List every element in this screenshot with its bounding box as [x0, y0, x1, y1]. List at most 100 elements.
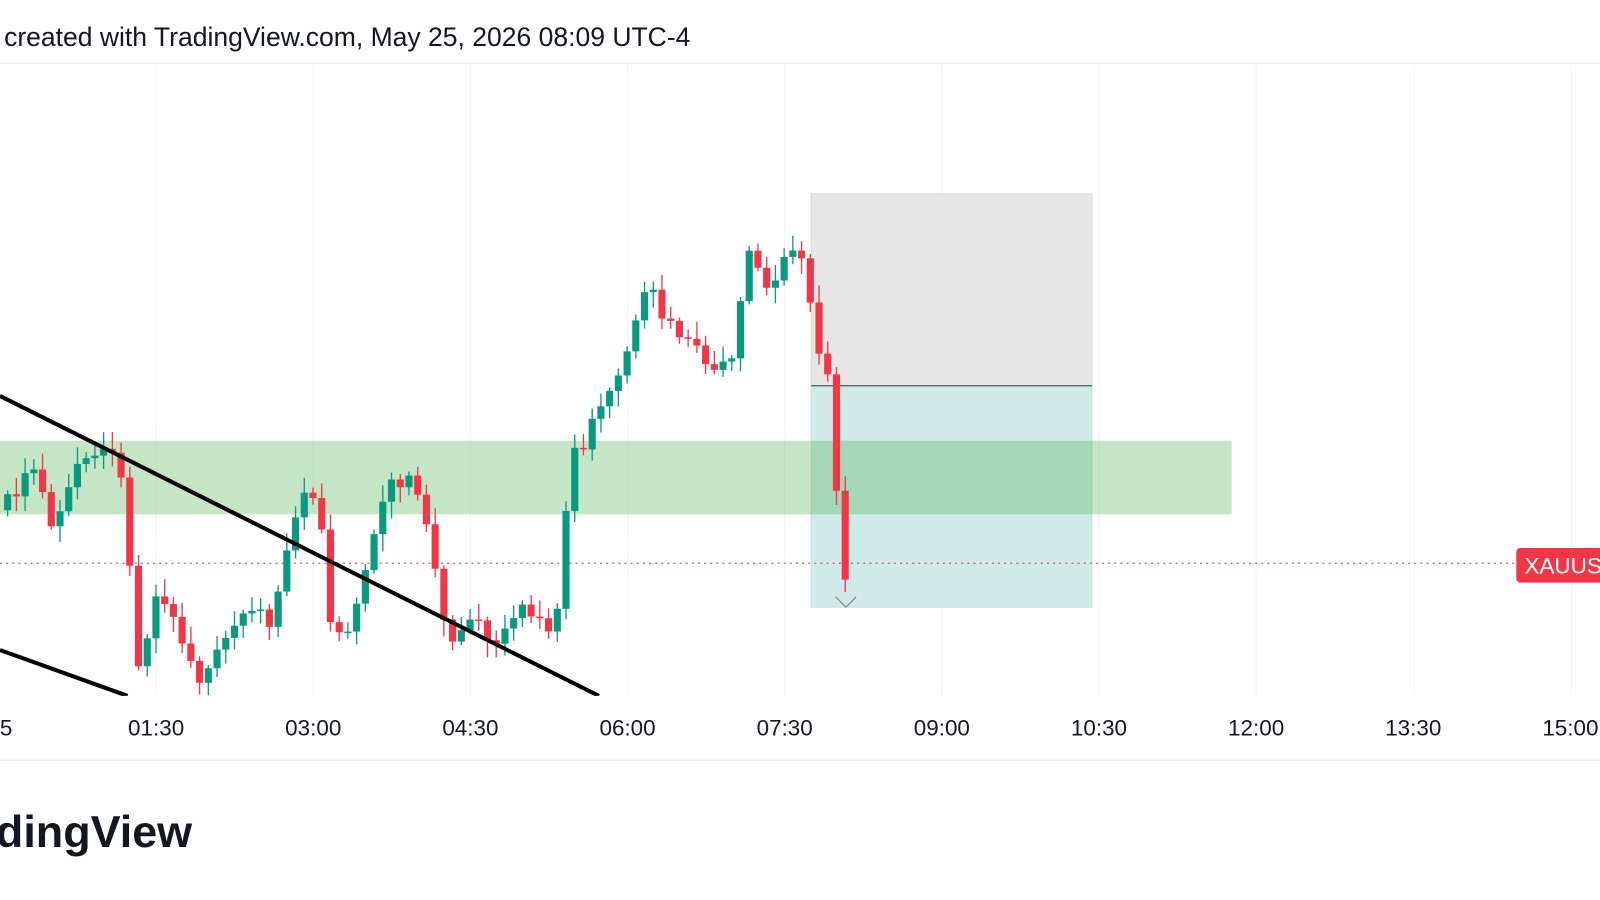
- candle-body: [4, 494, 12, 511]
- chart-pane: [0, 64, 1572, 696]
- candle-body: [248, 610, 256, 614]
- candle-body: [30, 469, 38, 474]
- price-badge: [1516, 547, 1600, 583]
- candle-body: [710, 364, 718, 370]
- candle-body: [196, 660, 204, 683]
- candle-body: [100, 448, 108, 456]
- candle-body: [326, 529, 335, 623]
- logo: dingView: [0, 806, 192, 857]
- candle-body: [614, 375, 622, 391]
- candle-body: [588, 418, 596, 450]
- trend-line: [0, 394, 600, 696]
- time-label: 06:00: [599, 716, 655, 741]
- candle-body: [527, 604, 535, 617]
- candle-body: [161, 596, 169, 604]
- candle-body: [309, 492, 317, 499]
- candle-body: [396, 479, 404, 488]
- support-zone: [0, 440, 1232, 515]
- candle-body: [38, 469, 47, 493]
- candle-body: [798, 250, 806, 259]
- candle-body: [571, 447, 579, 511]
- candle-body: [492, 640, 500, 644]
- candle-body: [230, 625, 239, 638]
- candle-body: [283, 550, 291, 592]
- candle-body: [649, 289, 657, 293]
- candle-body: [545, 618, 553, 632]
- candle-body: [73, 463, 82, 488]
- time-label: 13:30: [1385, 716, 1441, 741]
- candle-body: [510, 618, 518, 629]
- candle-body: [824, 353, 832, 375]
- candle-body: [466, 619, 474, 631]
- trend-line: [0, 648, 129, 696]
- candle-body: [187, 643, 195, 661]
- header-text: created with TradingView.com, May 25, 20…: [4, 22, 690, 52]
- candle-body: [47, 492, 55, 527]
- candle-body: [56, 511, 64, 527]
- candle-body: [763, 267, 771, 288]
- grid: [155, 64, 1572, 696]
- time-label: 10:30: [1071, 716, 1127, 741]
- candle-body: [440, 568, 448, 620]
- candle-body: [134, 565, 143, 667]
- stop-zone: [810, 193, 1093, 387]
- candle-body: [274, 591, 282, 627]
- candle-body: [117, 452, 125, 478]
- candle-body: [702, 345, 710, 365]
- candle-body: [719, 361, 727, 370]
- candle-body: [126, 477, 134, 566]
- candle-body: [344, 631, 352, 634]
- price-badge-text: XAUUS: [1524, 553, 1600, 578]
- candle-body: [91, 455, 99, 459]
- candle-body: [658, 289, 666, 319]
- candle-body: [640, 292, 649, 321]
- candle-body: [693, 338, 701, 346]
- candle-body: [780, 256, 788, 281]
- candle-body: [265, 609, 273, 627]
- candle-body: [501, 628, 509, 644]
- candle-body: [736, 301, 745, 359]
- candle-body: [457, 630, 465, 642]
- time-label: 12:00: [1228, 716, 1284, 741]
- candle-body: [143, 638, 151, 667]
- candle-body: [300, 492, 308, 518]
- candles: [4, 235, 849, 696]
- candle-body: [754, 250, 762, 268]
- candle-body: [222, 637, 230, 650]
- candle-body: [518, 604, 526, 619]
- candle-body: [728, 358, 736, 362]
- candle-body: [291, 517, 300, 551]
- candle-body: [169, 603, 177, 617]
- candle-body: [387, 479, 396, 502]
- candle-body: [806, 258, 814, 303]
- candle-body: [675, 320, 684, 338]
- time-label: 03:00: [285, 716, 341, 741]
- candle-body: [623, 351, 631, 376]
- candle-body: [82, 458, 90, 464]
- candle-body: [667, 318, 675, 321]
- time-label: 15:00: [1542, 716, 1598, 741]
- candle-body: [449, 619, 457, 642]
- candle-body: [178, 616, 186, 644]
- candle-body: [771, 280, 779, 288]
- candle-body: [553, 608, 561, 632]
- time-label: 5: [0, 716, 12, 741]
- arrow: [835, 596, 857, 609]
- time-label: 07:30: [757, 716, 813, 741]
- time-label: 09:00: [914, 716, 970, 741]
- candle-body: [204, 668, 212, 683]
- candle-body: [405, 475, 413, 488]
- candle-body: [21, 473, 29, 497]
- candle-body: [475, 619, 483, 622]
- time-label: 01:30: [128, 716, 184, 741]
- candle-body: [370, 534, 378, 571]
- candle-body: [65, 487, 73, 512]
- candle-body: [213, 649, 221, 669]
- candle-body: [335, 622, 343, 633]
- candle-body: [431, 524, 439, 569]
- candle-body: [536, 616, 544, 619]
- candle-body: [379, 501, 387, 535]
